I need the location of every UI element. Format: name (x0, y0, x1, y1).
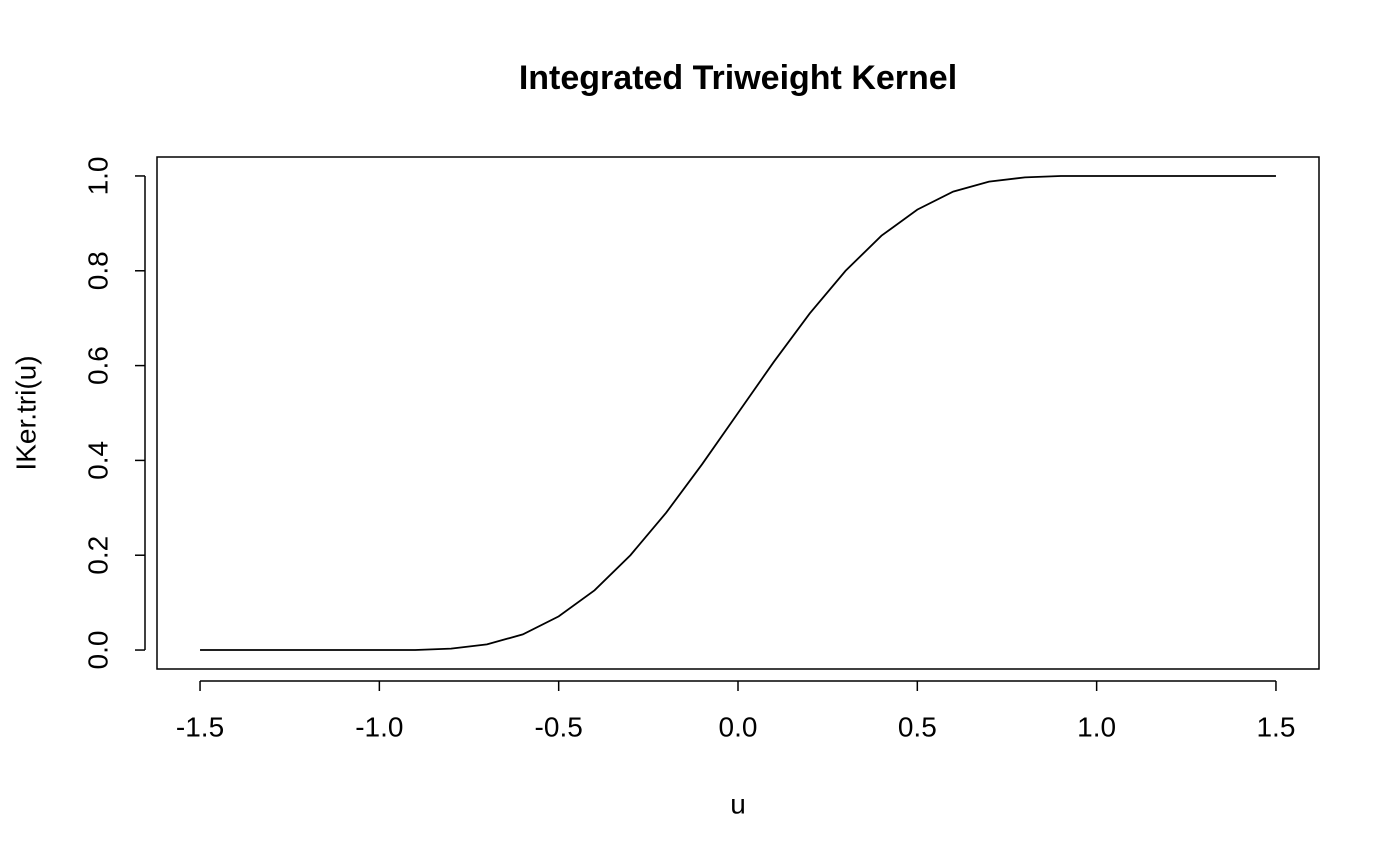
x-tick-label: -1.0 (355, 711, 403, 742)
x-tick-label: -1.5 (176, 711, 224, 742)
y-tick-label: 0.0 (82, 631, 113, 670)
y-tick-label: 0.2 (82, 536, 113, 575)
y-tick-label: 0.6 (82, 346, 113, 385)
plot-frame (156, 156, 1320, 670)
x-tick-label: 0.5 (898, 711, 937, 742)
y-tick-label: 0.4 (82, 441, 113, 480)
x-tick-label: 1.0 (1077, 711, 1116, 742)
data-line (200, 175, 1276, 651)
x-axis-label: u (730, 788, 746, 819)
y-tick-label: 1.0 (82, 156, 113, 195)
y-axis-label: IKer.tri(u) (10, 355, 41, 470)
x-tick-label: 1.5 (1256, 711, 1295, 742)
x-tick-label: 0.0 (719, 711, 758, 742)
chart-title: Integrated Triweight Kernel (519, 59, 957, 97)
x-tick-label: -0.5 (535, 711, 583, 742)
y-tick-label: 0.8 (82, 251, 113, 290)
